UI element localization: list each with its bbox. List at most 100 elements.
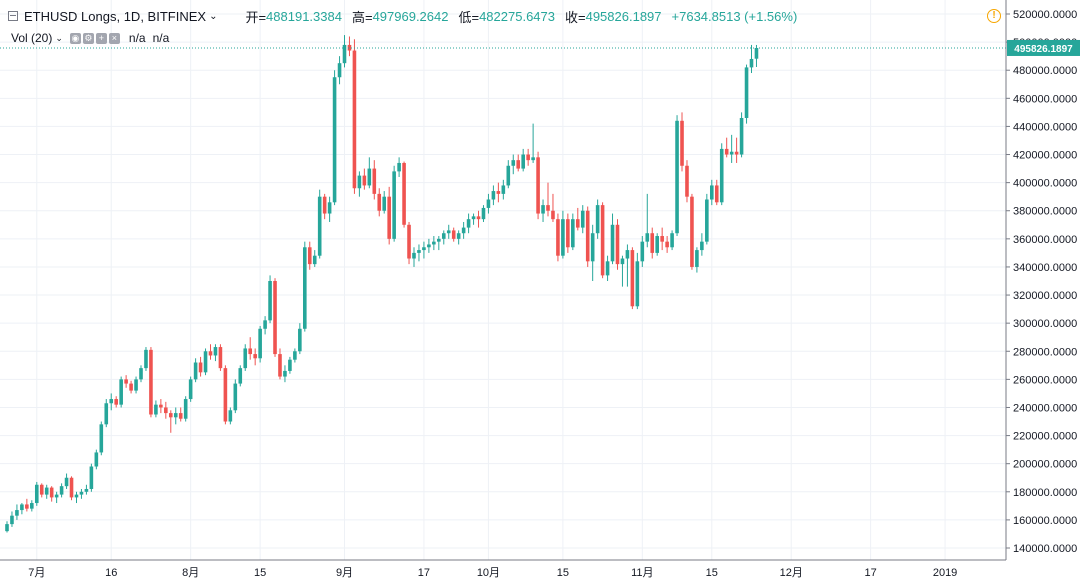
candle-body <box>124 379 128 384</box>
candle-body <box>665 241 669 248</box>
settings-icon[interactable]: ⚙ <box>82 32 94 44</box>
candle-body <box>417 250 421 253</box>
low-value: 482275.6473 <box>479 8 555 24</box>
candle <box>293 348 297 363</box>
candle <box>49 486 54 502</box>
candle-body <box>253 354 257 359</box>
candle <box>233 379 238 414</box>
candle <box>253 348 257 366</box>
candle-body <box>94 452 99 467</box>
x-tick-label: 9月 <box>336 567 353 579</box>
candle <box>30 500 34 512</box>
candle <box>546 182 550 217</box>
candle <box>258 325 262 363</box>
candle <box>466 213 471 234</box>
candle-body <box>690 196 694 267</box>
volume-title[interactable]: Vol (20) <box>11 31 53 45</box>
x-tick-label: 17 <box>864 567 876 579</box>
x-tick-label: 11月 <box>631 567 653 579</box>
candle-body <box>168 413 173 418</box>
y-tick-label: 340000.0000 <box>1013 262 1077 274</box>
candle-body <box>625 250 630 259</box>
candle-body <box>650 233 655 253</box>
add-icon[interactable]: + <box>95 32 107 44</box>
candle-body <box>412 252 416 259</box>
candle-body <box>446 230 451 234</box>
y-tick-label: 260000.0000 <box>1013 374 1077 386</box>
candle-body <box>600 205 605 276</box>
candle <box>347 36 352 57</box>
candle-body <box>337 63 342 78</box>
candle <box>114 396 118 408</box>
symbol-title[interactable]: ETHUSD Longs, 1D, BITFINEX <box>24 8 207 24</box>
candle <box>650 227 655 259</box>
candle-body <box>30 503 34 509</box>
candle-body <box>501 185 506 194</box>
warning-icon[interactable]: ! <box>987 9 1001 23</box>
candle <box>149 347 153 418</box>
candle <box>655 233 659 256</box>
candle <box>680 112 684 172</box>
candle <box>94 449 99 470</box>
candle-body <box>382 196 387 211</box>
candle <box>20 503 24 515</box>
candle <box>506 160 511 189</box>
candle-body <box>744 67 749 118</box>
candle-body <box>700 241 704 251</box>
candle <box>754 44 759 68</box>
candle <box>144 347 148 371</box>
candle-body <box>178 413 183 419</box>
candle <box>79 488 84 499</box>
candle-body <box>437 238 441 242</box>
candle <box>491 185 496 206</box>
candle <box>630 247 635 310</box>
candle-body <box>630 250 635 307</box>
candle <box>69 476 74 501</box>
candle <box>168 410 173 433</box>
candle-body <box>218 347 223 369</box>
eye-icon[interactable]: ◉ <box>69 32 81 44</box>
candle-body <box>342 44 347 64</box>
candle <box>729 134 734 163</box>
candle-body <box>293 351 297 360</box>
candle <box>268 275 272 324</box>
candle-body <box>154 404 158 415</box>
close-icon[interactable]: × <box>108 32 120 44</box>
candle-body <box>660 236 664 242</box>
candle <box>104 399 109 428</box>
candle <box>332 70 337 206</box>
y-tick-label: 440000.0000 <box>1013 121 1077 133</box>
candle-body <box>407 224 411 259</box>
candle-body <box>15 510 19 516</box>
candle <box>690 193 694 270</box>
candle <box>317 189 322 259</box>
candle-body <box>610 224 615 262</box>
candle <box>461 221 466 239</box>
candle <box>615 219 620 270</box>
candle <box>590 224 595 281</box>
x-tick-label: 8月 <box>182 567 199 579</box>
candle-body <box>327 202 332 214</box>
candle <box>476 210 481 228</box>
change-value: +7634.8513 (+1.56%) <box>671 8 798 24</box>
candle <box>203 348 208 376</box>
candle-body <box>203 351 208 373</box>
candle <box>526 148 530 166</box>
candle-body <box>49 487 54 498</box>
candle <box>198 356 203 377</box>
chevron-down-icon[interactable]: ⌄ <box>55 32 63 43</box>
candle-body <box>466 219 471 228</box>
candle <box>228 407 233 425</box>
candle <box>670 230 674 251</box>
candle-body <box>387 196 391 239</box>
collapse-icon[interactable] <box>8 11 18 21</box>
candle-body <box>635 261 640 307</box>
candle <box>99 421 104 456</box>
candle-body <box>278 354 282 377</box>
candle <box>516 154 521 172</box>
chevron-down-icon[interactable]: ⌄ <box>209 10 218 22</box>
candle <box>74 491 79 504</box>
candle-body <box>695 250 699 267</box>
